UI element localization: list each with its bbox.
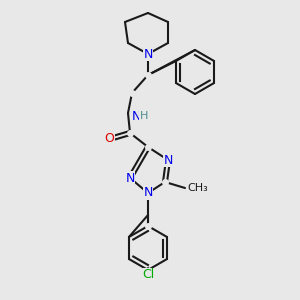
Text: Cl: Cl xyxy=(142,268,154,281)
Text: N: N xyxy=(143,47,153,61)
Text: CH₃: CH₃ xyxy=(187,183,208,193)
Text: H: H xyxy=(140,111,148,121)
Text: O: O xyxy=(104,131,114,145)
Text: N: N xyxy=(125,172,135,184)
Text: N: N xyxy=(163,154,173,166)
Text: N: N xyxy=(131,110,141,122)
Text: N: N xyxy=(143,187,153,200)
